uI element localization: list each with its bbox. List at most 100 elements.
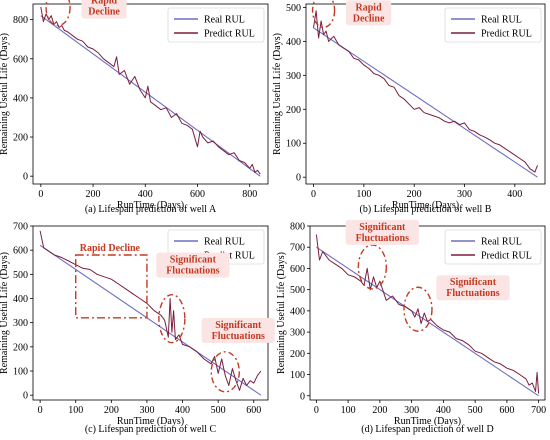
y-tick-label: 100	[13, 367, 28, 378]
x-tick-label: 300	[457, 189, 472, 200]
chart-panel-a: 0 200 400 600 800 0 200 400 600 800 RunTime (Days)…	[0, 0, 269, 215]
y-axis-label: Remaining Useful Life (Days)	[276, 252, 287, 374]
y-tick-label: 400	[286, 37, 301, 48]
annotation-label: Significant	[450, 277, 497, 288]
annotation-label: Fluctuations	[212, 331, 265, 342]
annotation-region	[75, 254, 148, 319]
x-tick-label: 200	[407, 189, 422, 200]
x-tick-label: 0	[314, 405, 319, 416]
annotation-label: Fluctuations	[446, 288, 499, 299]
x-tick-label: 600	[499, 405, 514, 416]
legend-label: Predict RUL	[204, 29, 255, 40]
annotation-ellipse	[311, 0, 336, 29]
x-axis-label: RunTime (Days)	[394, 416, 461, 427]
x-tick-label: 100	[356, 189, 371, 200]
y-tick-label: 100	[286, 139, 301, 150]
legend-label: Predict RUL	[481, 29, 532, 40]
y-axis-label: Remaining Useful Life (Days)	[272, 33, 283, 155]
y-tick-label: 600	[290, 264, 305, 275]
predict-rul-line	[315, 234, 540, 394]
x-tick-label: 100	[68, 405, 83, 416]
y-tick-label: 400	[290, 306, 305, 317]
annotation-ellipse	[45, 0, 71, 27]
y-tick-label: 0	[296, 173, 301, 184]
annotation-label: Decline	[353, 13, 385, 24]
plot-frame	[32, 3, 269, 185]
y-tick-label: 800	[13, 15, 28, 26]
annotation-label: Significant	[215, 320, 262, 331]
annotation-ellipse	[158, 293, 186, 344]
y-axis-label: Remaining Useful Life (Days)	[0, 33, 10, 155]
y-tick-label: 800	[290, 222, 305, 233]
plot-frame	[305, 3, 546, 185]
y-tick-label: 500	[290, 285, 305, 296]
real-rul-line	[40, 15, 261, 177]
x-tick-label: 600	[190, 189, 205, 200]
y-axis-label: Remaining Useful Life (Days)	[0, 252, 10, 374]
y-tick-label: 0	[23, 391, 28, 402]
annotation-label-bg	[81, 0, 127, 19]
predict-rul-line	[40, 6, 261, 175]
plot-frame	[309, 225, 546, 401]
predict-rul-line	[313, 10, 538, 173]
x-tick-label: 0	[38, 405, 43, 416]
plot-frame	[32, 225, 269, 401]
y-tick-label: 300	[286, 71, 301, 82]
x-tick-label: 200	[104, 405, 119, 416]
y-tick-label: 0	[23, 172, 28, 183]
y-tick-label: 200	[13, 133, 28, 144]
annotation-label: Significant	[170, 255, 217, 266]
panel-caption: (d) Lifespan prediction of well D	[361, 424, 493, 435]
annotation-label-bg	[436, 275, 510, 301]
y-tick-label: 0	[300, 391, 305, 402]
legend-label: Real RUL	[481, 15, 522, 26]
legend-label: Predict RUL	[481, 251, 532, 262]
y-tick-label: 400	[13, 294, 28, 305]
x-tick-label: 600	[246, 405, 261, 416]
y-tick-label: 500	[13, 270, 28, 281]
y-tick-label: 200	[286, 105, 301, 116]
annotation-label-bg	[345, 0, 392, 26]
panel-caption: (b) Lifespan prediction of well B	[360, 204, 492, 215]
annotation-label: Significant	[359, 222, 406, 233]
x-tick-label: 300	[139, 405, 154, 416]
x-tick-label: 100	[341, 405, 356, 416]
legend-label: Real RUL	[481, 237, 522, 248]
legend-label: Real RUL	[204, 15, 245, 26]
x-tick-label: 400	[436, 405, 451, 416]
x-axis-label: RunTime (Days)	[392, 200, 459, 211]
legend-label: Real RUL	[204, 237, 245, 248]
annotation-label: Rapid Decline	[80, 243, 141, 254]
y-tick-label: 700	[290, 243, 305, 254]
y-tick-label: 600	[13, 246, 28, 257]
x-tick-label: 0	[311, 189, 316, 200]
chart-panel-b: 0 100 200 300 400 0 100 200 300 400 500 RunTime (Da…	[272, 0, 546, 215]
y-tick-label: 400	[13, 93, 28, 104]
annotation-label: Rapid	[91, 0, 118, 7]
annotation-label-bg	[345, 219, 419, 245]
x-tick-label: 400	[175, 405, 190, 416]
panel-caption: (a) Lifespan prediction of well A	[85, 204, 217, 215]
predict-rul-line	[39, 230, 262, 391]
annotation-label-bg	[156, 252, 230, 278]
x-tick-label: 800	[242, 189, 257, 200]
annotation-label: Fluctuations	[166, 266, 219, 277]
x-tick-label: 500	[468, 405, 483, 416]
x-tick-label: 300	[404, 405, 419, 416]
chart-panel-c: 0 100 200 300 400 500 600 0 100 200 300 400 500 600 70…	[0, 222, 275, 435]
annotation-ellipse	[403, 286, 433, 332]
y-tick-label: 300	[13, 318, 28, 329]
y-tick-label: 200	[290, 349, 305, 360]
y-tick-label: 500	[286, 3, 301, 14]
annotation-label: Decline	[88, 7, 120, 18]
y-tick-label: 700	[13, 222, 28, 233]
x-axis-label: RunTime (Days)	[117, 416, 184, 427]
x-tick-label: 200	[372, 405, 387, 416]
y-tick-label: 300	[290, 328, 305, 339]
y-tick-label: 100	[290, 370, 305, 381]
chart-panel-d: 0 100 200 300 400 500 600 700 0 100 200 300 400 500 60…	[276, 219, 546, 435]
x-tick-label: 500	[211, 405, 226, 416]
x-tick-label: 200	[86, 189, 101, 200]
real-rul-line	[313, 27, 538, 178]
